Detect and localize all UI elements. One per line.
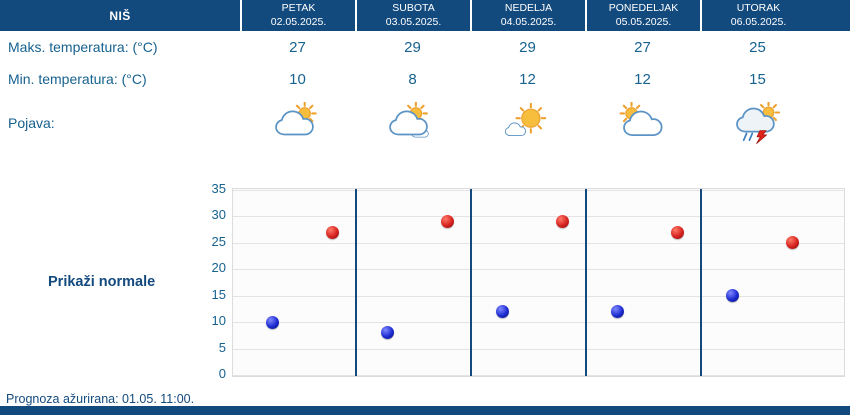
weather-icon-cell (585, 95, 700, 151)
day-name: PETAK (281, 1, 316, 14)
chart-gridline (233, 242, 844, 244)
min-temp-label: Min. temperatura: (°C) (8, 71, 147, 87)
min-temp-value: 12 (634, 70, 651, 88)
chart-gridline (233, 216, 844, 218)
max-temp-dot (325, 225, 339, 239)
chart-gridline (233, 295, 844, 297)
min-temp-value: 8 (408, 70, 417, 88)
max-temp-value: 29 (404, 38, 421, 56)
weather-icon-cell (240, 95, 355, 151)
day-header-utorak: UTORAK 06.05.2025. (700, 0, 815, 31)
max-temp-value: 25 (749, 38, 766, 56)
location-cell: NIŠ (0, 0, 240, 31)
max-temp-value: 29 (519, 38, 536, 56)
day-date: 04.05.2025. (500, 15, 557, 28)
min-temp-value: 10 (289, 70, 306, 88)
min-temp-dot (495, 305, 509, 319)
day-name: SUBOTA (392, 1, 435, 14)
y-axis-tick-label: 0 (218, 366, 226, 381)
sun-behind-big-cloud-icon (616, 102, 670, 144)
day-date: 05.05.2025. (615, 15, 672, 28)
forecast-header-bar: NIŠ PETAK 02.05.2025. SUBOTA 03.05.2025.… (0, 0, 850, 31)
day-header-ponedeljak: PONEDELJAK 05.05.2025. (585, 0, 700, 31)
sun-behind-clouds-icon (386, 102, 440, 144)
chart-plot-area (232, 188, 845, 377)
min-temp-dot (380, 326, 394, 340)
max-temp-dot (555, 215, 569, 229)
y-axis-tick-label: 30 (211, 207, 226, 223)
min-temp-value: 15 (749, 70, 766, 88)
min-temp-dot (265, 315, 279, 329)
y-axis-tick-label: 25 (211, 233, 226, 249)
weather-icon-cell (700, 95, 815, 151)
show-normals-button[interactable]: Prikaži normale (48, 274, 156, 290)
max-temp-dot (670, 225, 684, 239)
temperature-chart: 0 5 10 15 20 25 30 35 (204, 181, 845, 381)
chart-gridline (233, 322, 844, 324)
y-axis-tick-label: 10 (211, 313, 226, 329)
weather-icon-cell (355, 95, 470, 151)
min-temp-value: 12 (519, 70, 536, 88)
weather-icon-cell (470, 95, 585, 151)
chart-gridline (233, 375, 844, 376)
forecast-updated-note: Prognoza ažurirana: 01.05. 11:00. (6, 392, 195, 406)
forecast-table: Maks. temperatura: (°C) 27 29 29 27 25 M… (0, 31, 815, 151)
chart-gridline (233, 348, 844, 350)
day-name: UTORAK (736, 1, 781, 14)
y-axis-tick-label: 5 (218, 339, 226, 355)
day-separator (585, 189, 587, 376)
location-name: NIŠ (109, 8, 131, 23)
max-temp-dot (785, 236, 799, 250)
day-separator (700, 189, 702, 376)
day-header-petak: PETAK 02.05.2025. (240, 0, 355, 31)
chart-gridline (233, 269, 844, 271)
day-date: 06.05.2025. (730, 15, 787, 28)
mostly-sunny-icon (501, 102, 555, 144)
max-temp-value: 27 (634, 38, 651, 56)
bottom-bar (0, 406, 850, 415)
day-date: 02.05.2025. (270, 15, 327, 28)
day-separator (355, 189, 357, 376)
sun-behind-cloud-icon (271, 102, 325, 144)
day-date: 03.05.2025. (385, 15, 442, 28)
y-axis-tick-label: 15 (211, 286, 226, 302)
max-temp-dot (440, 215, 454, 229)
y-axis-tick-label: 20 (211, 260, 226, 276)
min-temp-dot (610, 305, 624, 319)
pojava-label: Pojava: (8, 115, 55, 131)
day-header-nedelja: NEDELJA 04.05.2025. (470, 0, 585, 31)
thunderstorm-rain-icon (731, 102, 785, 144)
day-header-subota: SUBOTA 03.05.2025. (355, 0, 470, 31)
y-axis-tick-label: 35 (211, 181, 226, 196)
max-temp-value: 27 (289, 38, 306, 56)
min-temp-dot (725, 289, 739, 303)
day-name: NEDELJA (504, 1, 553, 14)
chart-gridline (233, 190, 844, 191)
day-name: PONEDELJAK (608, 1, 679, 14)
max-temp-label: Maks. temperatura: (°C) (8, 39, 158, 55)
day-separator (470, 189, 472, 376)
